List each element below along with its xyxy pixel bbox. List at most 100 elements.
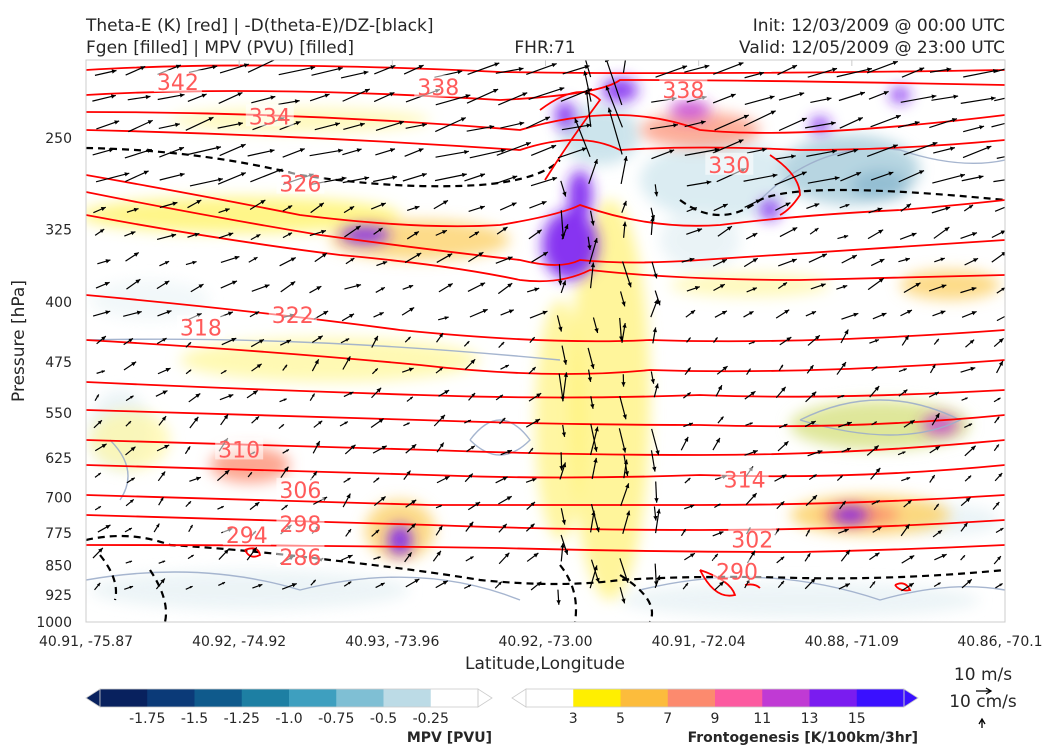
y-tick-label: 250 [45,131,72,147]
wind-vector-head [171,233,177,238]
wind-vector-head [231,338,237,343]
wind-vector-head [783,424,788,427]
wind-vector-head [461,172,467,178]
wind-vector-head [807,529,810,533]
wind-vector-head [853,312,859,317]
wind-vector-head [904,335,909,341]
frontogenesis-colorbar-swatch [573,689,621,707]
frontogenesis-colorbar-swatch [667,689,716,707]
wind-vector-head [591,510,596,516]
wind-vector-head [511,202,517,207]
wind-vector-head [562,191,567,197]
wind-vector-head [652,327,658,333]
theta-e-labels: 342 338 338 334 330 326 322 318 310 306 314 298 294 3… [153,69,777,585]
wind-vector-head [607,107,612,113]
wind-vector-head [785,202,791,207]
wind-vector-head [255,416,260,421]
frontogenesis-colorbar-extend-right [903,688,919,708]
wind-vector-head [114,120,120,125]
y-tick-label: 400 [45,295,72,311]
wind-vector [996,156,1005,159]
wind-vector [651,428,660,456]
wind-vector [805,122,836,129]
wind-vector-head [359,122,365,127]
wind-vector-head [623,156,628,161]
mpv-colorbar-extend-left [85,688,101,708]
wind-vector-head [457,69,463,75]
wind-vector-head [791,65,797,70]
wind-vector-head [421,172,427,178]
wind-vector-head [356,148,362,153]
wind-vector-head [542,251,548,257]
wind-vector-head [1015,94,1020,98]
frontogenesis-colorbar-swatch [526,689,574,707]
wind-vector-head [911,232,917,237]
wind-vector-head [97,420,102,425]
wind-vector-head [960,173,965,178]
wind-vector-head [96,582,101,587]
wind-vector-head [780,556,785,561]
wind-vector-head [532,478,537,482]
wind-vector-head [237,92,243,97]
wind-vector-head [341,176,347,181]
wind-vector-head [436,550,441,556]
wind-vector-head [377,556,381,559]
wind-vector-head [260,199,266,205]
wind-vector-head [895,114,901,120]
wind-vector-head [162,338,167,342]
wind-vector [622,60,627,73]
wind-vector-head [624,577,629,583]
wind-vector-head [874,421,877,424]
wind-vector-head [689,257,695,262]
wind-vector-head [1005,314,1010,318]
wind-vector-head [563,372,569,378]
wind-vector-head [841,395,845,398]
wind-vector-head [970,445,976,451]
wind-vector-head [812,495,817,500]
frontogenesis-colorbar-label: Frontogenesis [K/100km/3hr] [688,730,918,746]
wind-vector [589,426,599,456]
wind-vector-head [399,120,405,125]
wind-vector-head [316,286,322,291]
wind-vector-head [684,436,689,442]
wind-vector [931,95,959,101]
wind-vector-head [786,337,792,342]
wind-vector-head [792,227,798,232]
wind-vector-head [906,310,912,315]
wind-vector-head [310,65,316,71]
wind-vector-head [622,221,627,227]
wind-vector-head [590,363,595,369]
wind-vector [929,118,958,129]
wind-vector-head [129,560,133,563]
wind-vector-head [421,122,427,128]
wind-vector-head [814,335,820,340]
wind-vector-head [411,499,417,505]
wind-vector [574,118,591,158]
wind-vector [807,67,838,78]
wind-vector-head [253,257,258,261]
wind-vector-head [574,118,579,124]
wind-vector-head [376,477,380,481]
vector-key-vertical-label: 10 cm/s [949,692,1017,712]
wind-vector-head [392,175,398,180]
wind-vector-head [502,476,508,481]
frontogenesis-colorbar-tick-label: 9 [711,711,720,727]
wind-vector-head [593,565,598,571]
wind-vector-head [752,287,757,292]
wind-vector-head [790,154,796,159]
wind-vector-head [294,99,300,104]
wind-vector-head [187,446,191,450]
frontogenesis-colorbar-tick-label: 11 [753,711,771,727]
wind-vector-head [738,62,744,67]
wind-vector-head [164,445,170,449]
wind-vector-head [101,370,105,374]
wind-vector-head [290,257,296,262]
wind-vector-head [593,446,598,452]
mpv-colorbar-swatch [383,689,432,707]
wind-vector-head [650,216,655,222]
wind-vector-head [673,123,678,128]
wind-vector [466,88,499,104]
wind-vector-head [130,446,136,452]
wind-vector-head [877,207,883,212]
wind-vector-head [682,65,688,70]
